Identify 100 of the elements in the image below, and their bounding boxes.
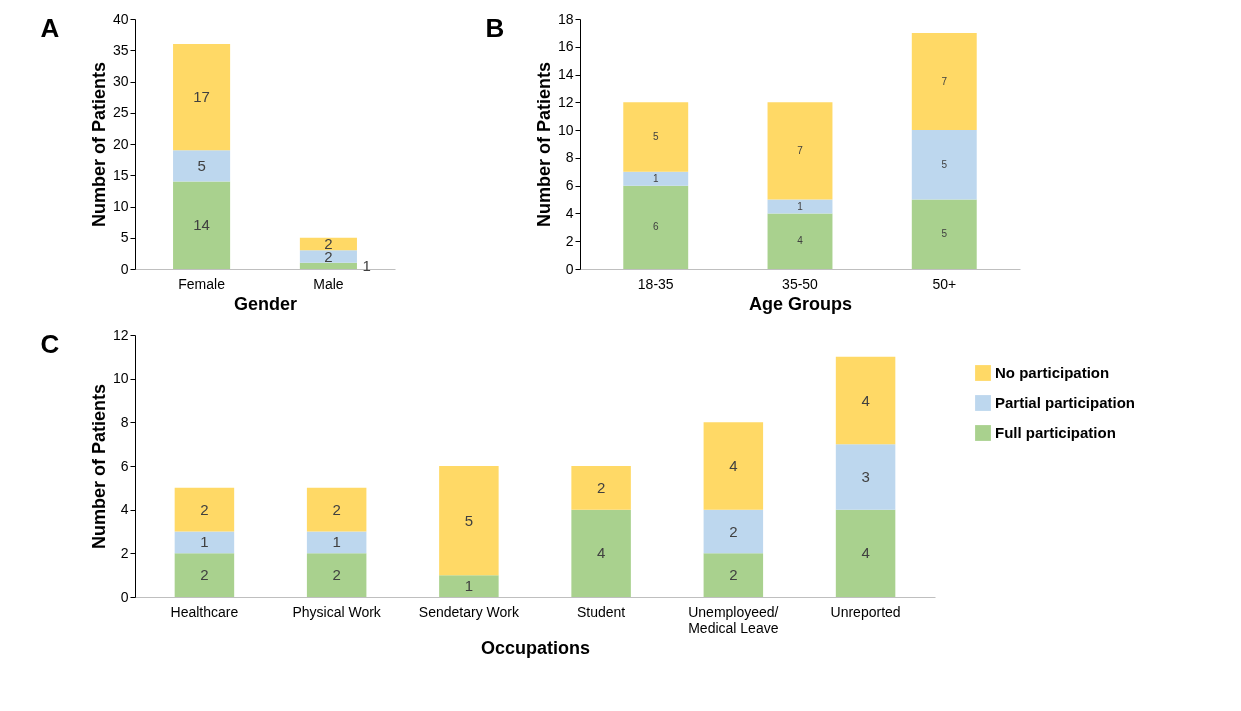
bar: [835, 444, 896, 510]
y-tick-label: 0: [565, 260, 574, 277]
y-tick-label: 0: [120, 260, 129, 277]
data-label: 5: [197, 156, 206, 174]
legend-label: Partial participation: [995, 394, 1136, 411]
data-label: 4: [729, 457, 738, 474]
bar: [174, 553, 235, 597]
y-tick-label: 20: [112, 135, 129, 152]
x-axis-title: Gender: [233, 293, 298, 314]
bar: [299, 237, 357, 251]
bar: [835, 356, 896, 445]
data-label: 14: [193, 216, 210, 234]
y-tick-label: 35: [112, 41, 129, 58]
data-label: 2: [200, 566, 209, 584]
text: A: [40, 13, 60, 43]
bar: [911, 32, 977, 131]
bar: [703, 553, 764, 597]
data-label: 4: [797, 235, 804, 247]
bar: [623, 102, 689, 172]
data-label: 6: [652, 221, 659, 233]
data-label: 7: [797, 144, 804, 156]
bar: [703, 509, 764, 554]
data-label: 5: [464, 511, 474, 529]
y-tick-label: 12: [557, 93, 574, 110]
bar: [174, 487, 235, 532]
y-tick-label: 30: [112, 73, 129, 89]
x-tick-label: Student: [576, 603, 626, 620]
data-label: 4: [596, 544, 606, 562]
data-label: 2: [729, 566, 738, 584]
bar: [439, 466, 499, 576]
text: C: [40, 329, 60, 359]
y-tick-label: 4: [565, 204, 574, 221]
y-tick-label: 10: [557, 121, 574, 138]
y-tick-label: 6: [565, 177, 574, 194]
data-label: 1: [362, 256, 371, 274]
bar: [571, 509, 631, 597]
x-axis-title: Age Groups: [748, 293, 853, 314]
data-label: 1: [464, 577, 474, 595]
bar: [911, 199, 977, 269]
data-label: 1: [200, 533, 209, 551]
y-tick-label: 8: [565, 149, 574, 166]
bar: [623, 185, 689, 269]
data-label: 5: [652, 131, 659, 143]
bar: [306, 553, 367, 597]
bar: [306, 531, 367, 554]
x-tick-label: Sendetary Work: [418, 603, 520, 620]
data-label: 1: [797, 200, 804, 212]
data-label: 1: [652, 172, 659, 184]
x-tick-label: 35-50: [782, 275, 819, 292]
bar: [174, 531, 235, 554]
legend-label: No participation: [995, 364, 1110, 381]
y-tick-label: 15: [112, 166, 129, 183]
bar: [911, 130, 977, 200]
data-label: 17: [193, 88, 210, 106]
y-tick-label: 12: [112, 326, 129, 343]
x-axis-title: Occupations: [480, 637, 591, 658]
data-label: 2: [324, 235, 333, 252]
text: B: [485, 13, 505, 43]
bar: [306, 487, 367, 532]
x-tick-label: Physical Work: [292, 603, 382, 620]
bar: [299, 250, 357, 263]
legend-label: Full participation: [995, 424, 1116, 441]
data-label: 1: [332, 533, 341, 551]
data-label: 2: [332, 566, 341, 584]
bar: [571, 466, 631, 510]
x-tick-label: 50+: [932, 275, 957, 292]
bar: [767, 199, 833, 214]
y-axis-title: Number of Patients: [88, 383, 109, 550]
bar: [173, 181, 231, 269]
y-axis-title: Number of Patients: [88, 61, 109, 228]
y-tick-label: 40: [112, 10, 129, 27]
y-tick-label: 0: [120, 588, 129, 605]
x-tick-label: Male: [313, 275, 344, 292]
data-label: 2: [729, 522, 738, 540]
y-tick-label: 10: [112, 370, 129, 387]
x-tick-label: Unreported: [830, 603, 901, 620]
bar: [173, 44, 231, 151]
y-tick-label: 16: [557, 38, 574, 55]
data-label: 5: [941, 228, 948, 240]
x-tick-label: Unemployeed/ Medical Leave: [688, 603, 779, 636]
y-tick-label: 4: [120, 501, 129, 518]
data-label: 3: [861, 467, 870, 485]
data-label: 2: [200, 500, 209, 518]
data-label: 4: [861, 544, 870, 562]
y-tick-label: 2: [120, 544, 129, 561]
bar: [439, 575, 499, 597]
x-tick-label: Healthcare: [170, 603, 239, 620]
data-label: 2: [332, 500, 341, 518]
y-tick-label: 8: [120, 413, 129, 430]
y-axis-title: Number of Patients: [533, 61, 554, 228]
y-tick-label: 5: [120, 229, 129, 246]
bar: [173, 150, 231, 182]
y-tick-label: 10: [112, 198, 129, 214]
y-tick-label: 2: [565, 232, 574, 249]
bar: [299, 262, 357, 269]
y-tick-label: 6: [120, 457, 129, 474]
bar: [835, 509, 896, 597]
x-tick-label: Female: [178, 275, 226, 292]
bar: [703, 422, 764, 510]
bar: [623, 171, 689, 186]
